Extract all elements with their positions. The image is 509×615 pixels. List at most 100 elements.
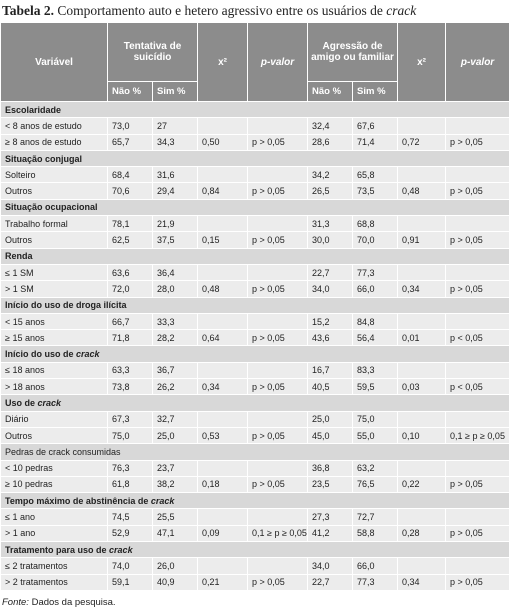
- data-cell: 0,09: [197, 524, 249, 543]
- section-cell: Pedras de crack consumidas: [0, 443, 509, 461]
- footer-text: Dados da pesquisa.: [31, 597, 116, 608]
- data-cell: 34,0: [307, 557, 354, 575]
- data-cell: 0,72: [397, 133, 447, 151]
- data-cell: 52,9: [107, 524, 153, 543]
- section-label: Tratamento para uso de: [5, 544, 107, 555]
- data-cell: 0,48: [397, 182, 447, 200]
- row-label: ≥ 10 pedras: [0, 475, 108, 494]
- data-row: ≤ 1 SM 63,6 36,4 22,7 77,3: [0, 263, 509, 282]
- data-cell: 36,4: [151, 263, 199, 282]
- data-cell: 43,6: [307, 329, 354, 347]
- data-cell: 77,3: [352, 263, 399, 282]
- data-cell: [247, 508, 309, 526]
- data-cell: [247, 263, 309, 282]
- data-cell: 26,0: [151, 557, 199, 575]
- data-cell: [197, 117, 249, 135]
- data-cell: 74,0: [107, 557, 153, 575]
- data-cell: 27: [151, 117, 199, 135]
- data-cell: 71,8: [107, 329, 153, 347]
- data-cell: 56,4: [352, 329, 399, 347]
- data-cell: [197, 410, 249, 428]
- data-cell: 84,8: [352, 312, 399, 331]
- data-cell: 0,1 ≥ p ≥ 0,05: [247, 524, 309, 543]
- data-cell: 63,2: [352, 459, 399, 477]
- data-cell: 0,01: [397, 329, 447, 347]
- data-cell: 0,21: [197, 573, 249, 591]
- data-cell: 0,28: [397, 524, 447, 543]
- data-cell: 59,5: [352, 378, 399, 396]
- data-cell: p < 0,05: [445, 378, 509, 396]
- row-label: < 10 pedras: [0, 459, 108, 477]
- data-cell: 45,0: [307, 426, 354, 445]
- section-label: Início do uso de: [5, 349, 74, 360]
- data-cell: 58,8: [352, 524, 399, 543]
- data-cell: p > 0,05: [445, 573, 509, 591]
- data-cell: 23,7: [151, 459, 199, 477]
- data-cell: 68,4: [107, 166, 153, 184]
- section-label: Renda: [5, 251, 33, 262]
- section-cell: Renda: [0, 247, 509, 265]
- section-label: Situação conjugal: [5, 153, 83, 164]
- section-row: Tempo máximo de abstinência de crack: [0, 492, 509, 510]
- data-cell: 73,5: [352, 182, 399, 200]
- data-cell: 0,18: [197, 475, 249, 494]
- data-cell: 41,2: [307, 524, 354, 543]
- data-cell: [445, 410, 509, 428]
- data-cell: 0,34: [397, 573, 447, 591]
- data-cell: [197, 508, 249, 526]
- data-cell: [397, 312, 447, 331]
- data-cell: 83,3: [352, 361, 399, 380]
- row-label: < 8 anos de estudo: [0, 117, 108, 135]
- header-cell: Variável: [0, 22, 108, 102]
- data-row: < 8 anos de estudo 73,0 27 32,4 67,6: [0, 117, 509, 135]
- data-cell: [397, 263, 447, 282]
- data-cell: 23,5: [307, 475, 354, 494]
- data-cell: 28,6: [307, 133, 354, 151]
- section-cell: Tempo máximo de abstinência de crack: [0, 492, 509, 510]
- data-cell: 0,50: [197, 133, 249, 151]
- subheader-cell: Não %: [107, 81, 153, 102]
- data-cell: 0,1 ≥ p ≥ 0,05: [445, 426, 509, 445]
- section-label: Escolaridade: [5, 104, 62, 115]
- data-cell: p > 0,05: [247, 280, 309, 298]
- section-label: Situação ocupacional: [5, 202, 98, 213]
- data-cell: [445, 215, 509, 233]
- header-cell: Agressão de amigo ou familiar: [307, 22, 399, 82]
- data-cell: 33,3: [151, 312, 199, 331]
- data-cell: [397, 410, 447, 428]
- data-cell: 26,2: [151, 378, 199, 396]
- section-emphasis: crack: [150, 495, 175, 506]
- data-cell: 0,34: [397, 280, 447, 298]
- data-cell: [247, 459, 309, 477]
- data-cell: 0,64: [197, 329, 249, 347]
- data-cell: [197, 263, 249, 282]
- data-cell: 21,9: [151, 215, 199, 233]
- data-cell: 0,15: [197, 231, 249, 249]
- data-cell: 66,0: [352, 557, 399, 575]
- data-cell: 25,5: [151, 508, 199, 526]
- data-cell: 0,34: [197, 378, 249, 396]
- data-cell: 65,7: [107, 133, 153, 151]
- data-cell: 71,4: [352, 133, 399, 151]
- data-cell: p > 0,05: [247, 133, 309, 151]
- data-row: ≥ 8 anos de estudo 65,7 34,3 0,50 p > 0,05 28…: [0, 133, 509, 151]
- data-cell: [247, 117, 309, 135]
- data-cell: 0,53: [197, 426, 249, 445]
- data-cell: p > 0,05: [247, 378, 309, 396]
- data-cell: [445, 263, 509, 282]
- section-label: Pedras de crack consumidas: [5, 446, 121, 457]
- header-cell: Tentativa de suicídio: [106, 22, 199, 82]
- data-cell: 70,0: [352, 231, 399, 249]
- data-cell: 68,8: [352, 215, 399, 233]
- data-cell: 47,1: [151, 524, 199, 543]
- data-cell: 32,4: [307, 117, 354, 135]
- section-cell: Situação conjugal: [0, 149, 509, 168]
- footer-label: Fonte:: [2, 597, 29, 608]
- data-cell: [197, 312, 249, 331]
- row-label: ≤ 1 ano: [0, 508, 108, 526]
- table-body: Escolaridade < 8 anos de estudo 73,0 27 32,4…: [0, 100, 509, 591]
- data-cell: 65,8: [352, 166, 399, 184]
- data-cell: [247, 215, 309, 233]
- header-cell: p-valor: [445, 22, 509, 102]
- data-cell: 72,0: [107, 280, 153, 298]
